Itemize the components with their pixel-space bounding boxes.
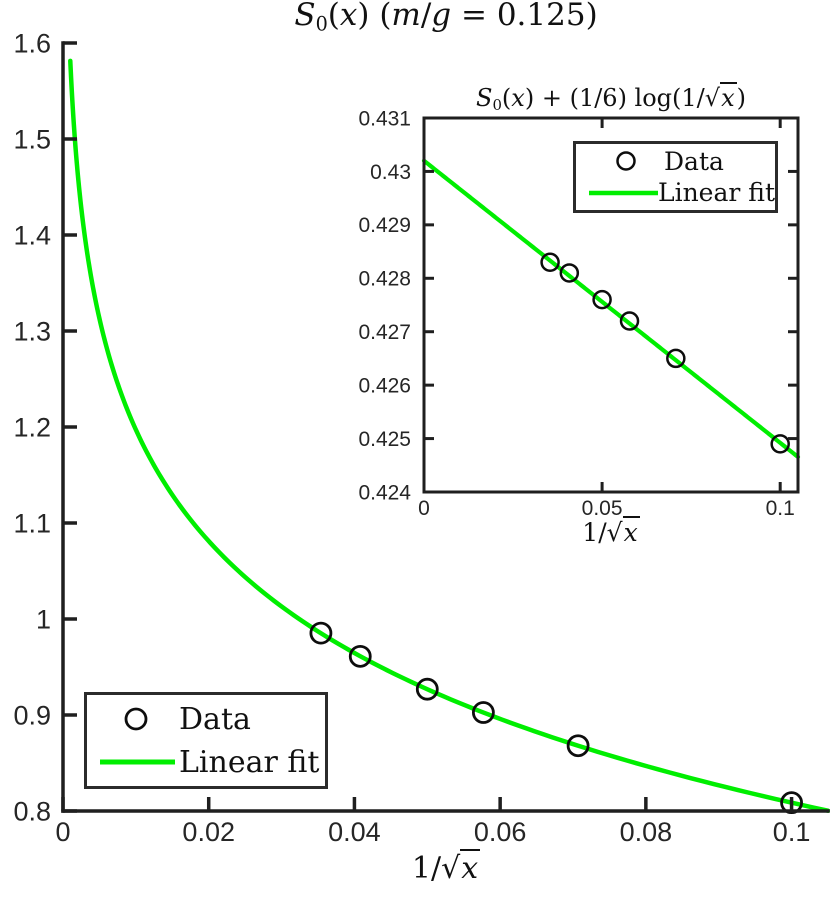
math-segment: √ bbox=[606, 518, 623, 547]
main-legend: Data Linear fit bbox=[84, 692, 328, 789]
math-segment: √ bbox=[441, 851, 461, 886]
main-x-tick-label: 0 bbox=[55, 817, 70, 847]
inset-legend-row-fit: Linear fit bbox=[576, 178, 775, 207]
inset-data-point bbox=[540, 252, 560, 273]
main-legend-label-data: Data bbox=[179, 701, 251, 737]
main-data-point bbox=[348, 644, 372, 668]
main-y-tick-label: 0.8 bbox=[13, 796, 51, 826]
main-data-point bbox=[471, 701, 495, 724]
main-legend-label-fit: Linear fit bbox=[179, 744, 320, 780]
inset-legend-label-fit: Linear fit bbox=[657, 178, 775, 208]
math-segment: 1/ bbox=[411, 851, 442, 886]
inset-y-tick-label: 0.425 bbox=[358, 428, 411, 451]
inset-x-tick-label: 0.1 bbox=[766, 497, 795, 520]
inset-x-tick-label: 0 bbox=[418, 497, 430, 520]
main-x-tick-label: 0.1 bbox=[773, 817, 811, 847]
linear-fit-line-icon bbox=[100, 759, 175, 765]
main-y-tick-label: 1.1 bbox=[13, 508, 51, 538]
math-segment: x bbox=[720, 82, 737, 112]
inset-y-tick-label: 0.429 bbox=[358, 214, 411, 237]
math-segment: 0 bbox=[492, 96, 502, 115]
inset-data-point bbox=[619, 311, 640, 331]
inset-plot-group: 0 0.05 0.1 0.424 0.425 0.426 0.427 0.428 0.429 0.… bbox=[358, 107, 801, 520]
math-segment: ) + (1/6) log(1/ bbox=[524, 84, 705, 112]
main-data-point bbox=[566, 734, 590, 758]
main-y-tick-label: 1.5 bbox=[13, 124, 51, 154]
math-segment: x bbox=[511, 84, 525, 112]
main-x-tick-label: 0.08 bbox=[620, 817, 673, 847]
inset-data-point bbox=[592, 289, 612, 310]
inset-data-point bbox=[770, 434, 790, 454]
main-data-point bbox=[309, 621, 333, 645]
math-segment: ) ( bbox=[357, 0, 392, 33]
main-x-tick-label: 0.06 bbox=[474, 817, 527, 847]
main-y-tick-label: 1 bbox=[36, 604, 51, 634]
main-x-tick-label: 0.02 bbox=[182, 817, 235, 847]
main-data-point bbox=[415, 677, 439, 701]
math-segment: = 0.125) bbox=[451, 0, 598, 33]
inset-title: S0(x) + (1/6) log(1/√x) bbox=[424, 82, 798, 115]
main-y-tick-label: 1.3 bbox=[13, 316, 51, 346]
inset-y-tick-label: 0.428 bbox=[358, 268, 411, 291]
math-segment: S bbox=[294, 0, 316, 33]
math-segment: g bbox=[431, 0, 452, 33]
inset-legend: Data Linear fit bbox=[573, 141, 778, 213]
math-segment: √ bbox=[704, 84, 721, 112]
main-xlabel: 1/√x bbox=[63, 849, 829, 886]
math-segment: m bbox=[391, 0, 421, 33]
main-plot-group: 0 0.02 0.04 0.06 0.08 0.1 0.8 0.9 1 1.1 1.2 1.3 1.4 1… bbox=[13, 28, 830, 847]
main-linear-fit-curve bbox=[68, 58, 830, 813]
math-segment: ) bbox=[736, 84, 746, 112]
main-title: S0(x) (m/g = 0.125) bbox=[63, 0, 829, 35]
main-legend-row-fit: Linear fit bbox=[87, 743, 325, 781]
inset-linear-fit-curve bbox=[421, 158, 801, 460]
math-segment: 0 bbox=[315, 12, 328, 36]
inset-legend-row-data: Data bbox=[576, 147, 775, 176]
math-segment: ( bbox=[501, 84, 512, 112]
math-segment: 1/ bbox=[582, 518, 607, 547]
linear-fit-line-icon bbox=[589, 190, 658, 196]
main-y-tick-label: 1.4 bbox=[13, 220, 51, 250]
main-y-tick-label: 1.6 bbox=[13, 28, 51, 58]
inset-legend-label-data: Data bbox=[664, 146, 724, 176]
inset-data-point bbox=[666, 348, 686, 369]
data-marker-icon bbox=[616, 151, 636, 171]
main-x-tick-label: 0.04 bbox=[328, 817, 381, 847]
inset-data-point bbox=[559, 263, 580, 283]
math-segment: x bbox=[460, 849, 481, 886]
main-legend-row-data: Data bbox=[87, 700, 325, 738]
inset-y-tick-label: 0.43 bbox=[370, 161, 411, 184]
math-segment: x bbox=[339, 0, 358, 33]
main-y-tick-label: 1.2 bbox=[13, 412, 51, 442]
inset-y-tick-label: 0.426 bbox=[358, 374, 411, 397]
inset-y-tick-label: 0.431 bbox=[358, 107, 411, 130]
inset-xlabel: 1/√x bbox=[424, 516, 798, 547]
inset-y-tick-label: 0.427 bbox=[358, 321, 411, 344]
math-segment: ( bbox=[327, 0, 340, 33]
math-segment: S bbox=[476, 84, 493, 112]
data-marker-icon bbox=[124, 707, 148, 731]
main-y-tick-label: 0.9 bbox=[13, 700, 51, 730]
math-segment: / bbox=[420, 0, 432, 33]
math-segment: x bbox=[622, 516, 640, 547]
inset-y-tick-label: 0.424 bbox=[358, 481, 411, 504]
inset-x-tick-label: 0.05 bbox=[582, 497, 623, 520]
